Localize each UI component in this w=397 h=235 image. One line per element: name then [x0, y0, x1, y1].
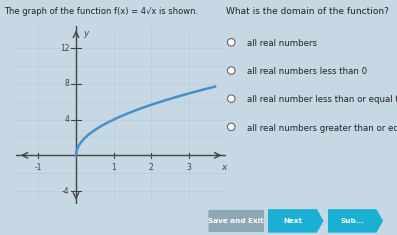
Text: 8: 8 [64, 79, 69, 88]
Text: -4: -4 [62, 187, 69, 196]
Circle shape [227, 39, 235, 46]
Text: y: y [83, 28, 88, 38]
Text: 12: 12 [60, 44, 69, 53]
Polygon shape [268, 209, 324, 233]
Polygon shape [328, 209, 383, 233]
Text: all real numbers: all real numbers [247, 39, 317, 48]
Text: -1: -1 [35, 163, 42, 172]
Text: 2: 2 [149, 163, 154, 172]
Text: The graph of the function f(x) = 4√x is shown.: The graph of the function f(x) = 4√x is … [4, 7, 198, 16]
Text: Next: Next [283, 218, 303, 224]
Text: What is the domain of the function?: What is the domain of the function? [226, 7, 389, 16]
Text: 3: 3 [186, 163, 191, 172]
Text: 4: 4 [64, 115, 69, 124]
Text: x: x [222, 163, 227, 172]
Text: all real numbers less than 0: all real numbers less than 0 [247, 67, 367, 76]
Text: Save and Exit: Save and Exit [208, 218, 264, 224]
Circle shape [227, 95, 235, 102]
Circle shape [227, 123, 235, 131]
FancyBboxPatch shape [208, 210, 264, 232]
Circle shape [227, 67, 235, 74]
Text: 1: 1 [111, 163, 116, 172]
Text: all real number less than or equal to 0: all real number less than or equal to 0 [247, 95, 397, 104]
Text: Sub...: Sub... [341, 218, 364, 224]
Text: all real numbers greater than or equal to 0: all real numbers greater than or equal t… [247, 124, 397, 133]
